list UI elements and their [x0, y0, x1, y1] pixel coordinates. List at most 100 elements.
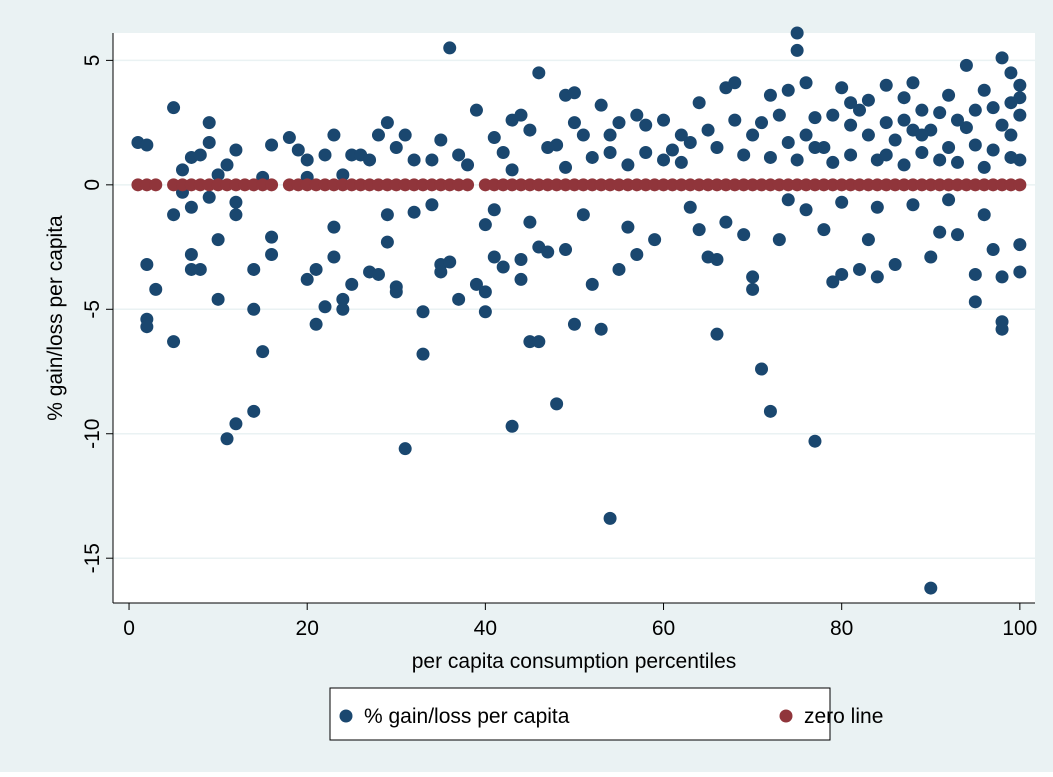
point [149, 282, 163, 296]
point [826, 155, 840, 169]
point [1004, 128, 1018, 142]
point [550, 397, 564, 411]
point [505, 419, 519, 433]
point [567, 116, 581, 130]
point [514, 108, 528, 122]
point [870, 200, 884, 214]
y-axis-title: % gain/loss per capita [44, 215, 67, 421]
point [977, 208, 991, 222]
point [781, 193, 795, 207]
point [336, 168, 350, 182]
point [692, 223, 706, 237]
point [202, 116, 216, 130]
point [710, 178, 724, 192]
point [469, 277, 483, 291]
point [826, 108, 840, 122]
y-tick-label: 0 [81, 179, 104, 191]
point [639, 178, 653, 192]
point [309, 178, 323, 192]
point [407, 153, 421, 167]
legend-marker [779, 709, 793, 723]
point [746, 270, 760, 284]
point [443, 255, 457, 269]
point [567, 317, 581, 331]
point [309, 317, 323, 331]
point [505, 163, 519, 177]
point [950, 113, 964, 127]
marks [131, 26, 1027, 595]
point [790, 178, 804, 192]
point [247, 302, 261, 316]
point [211, 233, 225, 247]
point [835, 195, 849, 209]
point [879, 116, 893, 130]
point [755, 116, 769, 130]
point [933, 225, 947, 239]
point [897, 91, 911, 105]
point [407, 205, 421, 219]
point [336, 302, 350, 316]
point [211, 168, 225, 182]
point [434, 265, 448, 279]
point [443, 41, 457, 55]
point [1004, 96, 1018, 110]
x-tick-label: 0 [123, 617, 135, 640]
point [746, 178, 760, 192]
point [523, 215, 537, 229]
point [835, 267, 849, 281]
point [977, 178, 991, 192]
point [434, 178, 448, 192]
point [478, 285, 492, 299]
y-tick-label: -15 [81, 543, 104, 573]
point [1004, 66, 1018, 80]
point [220, 178, 234, 192]
point [710, 140, 724, 154]
point [318, 148, 332, 162]
point [380, 116, 394, 130]
point [799, 128, 813, 142]
point [140, 138, 154, 152]
point [184, 262, 198, 276]
point [630, 178, 644, 192]
point [977, 83, 991, 97]
point [861, 128, 875, 142]
point [327, 220, 341, 234]
point [265, 138, 279, 152]
point [710, 253, 724, 267]
point [167, 101, 181, 115]
point [683, 178, 697, 192]
point [728, 178, 742, 192]
point [817, 140, 831, 154]
point [755, 362, 769, 376]
point [603, 178, 617, 192]
point [621, 220, 635, 234]
point [354, 178, 368, 192]
point [585, 150, 599, 164]
point [808, 178, 822, 192]
point [665, 143, 679, 157]
point [193, 148, 207, 162]
point [630, 248, 644, 262]
point [291, 178, 305, 192]
point [256, 178, 270, 192]
point [184, 200, 198, 214]
point [327, 178, 341, 192]
legend: % gain/loss per capita zero line [339, 705, 883, 728]
point [701, 178, 715, 192]
x-axis-title: per capita consumption percentiles [412, 650, 737, 673]
point [933, 106, 947, 120]
point [202, 178, 216, 192]
point [657, 178, 671, 192]
point [282, 178, 296, 192]
point [496, 145, 510, 159]
point [496, 260, 510, 274]
point [683, 200, 697, 214]
point [683, 136, 697, 150]
point [657, 153, 671, 167]
point [790, 43, 804, 57]
point [220, 432, 234, 446]
point [915, 178, 929, 192]
point [728, 113, 742, 127]
point [318, 178, 332, 192]
point [131, 178, 145, 192]
